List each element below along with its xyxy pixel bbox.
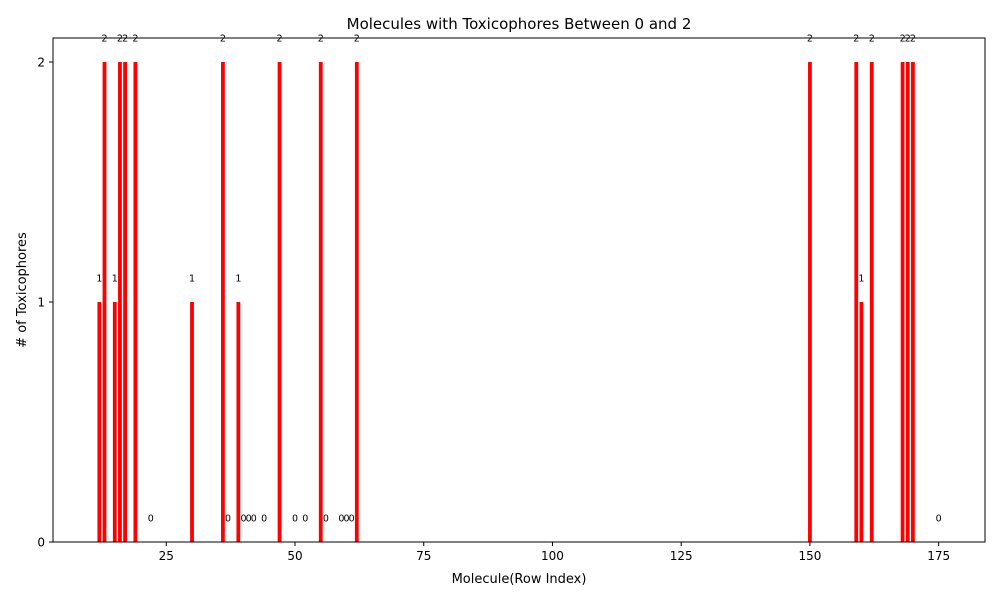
data-label: 0: [240, 514, 246, 525]
data-label: 2: [277, 34, 283, 45]
data-label: 0: [261, 514, 267, 525]
bar: [905, 62, 910, 542]
data-label: 1: [96, 274, 102, 285]
bar: [133, 62, 138, 542]
x-tick-label: 75: [416, 549, 431, 563]
bar: [123, 62, 127, 542]
data-label: 0: [343, 514, 349, 525]
x-tick-label: 125: [670, 549, 693, 563]
data-label: 1: [112, 274, 118, 285]
data-label: 0: [349, 514, 355, 525]
data-label: 0: [148, 514, 154, 525]
data-label: 2: [900, 34, 906, 45]
x-tick-label: 175: [927, 549, 950, 563]
data-label: 2: [122, 34, 128, 45]
data-label: 0: [302, 514, 308, 525]
bar: [236, 302, 241, 542]
data-label: 0: [251, 514, 257, 525]
data-label: 0: [292, 514, 298, 525]
y-tick-label: 2: [37, 56, 45, 70]
data-label: 0: [246, 514, 252, 525]
bar: [869, 62, 874, 542]
data-label: 2: [132, 34, 138, 45]
data-label: 2: [117, 34, 123, 45]
y-tick-label: 1: [37, 296, 45, 310]
x-tick-label: 50: [287, 549, 302, 563]
data-label: 2: [905, 34, 911, 45]
bar: [808, 62, 812, 542]
bar: [97, 302, 102, 542]
data-label: 0: [225, 514, 231, 525]
data-label: 2: [220, 34, 226, 45]
data-label: 2: [853, 34, 859, 45]
y-axis-label: # of Toxicophores: [15, 232, 30, 348]
data-label: 1: [235, 274, 241, 285]
x-tick-label: 100: [541, 549, 564, 563]
data-label: 2: [807, 34, 813, 45]
data-label: 2: [910, 34, 916, 45]
bar: [221, 62, 225, 542]
data-label: 1: [858, 274, 864, 285]
bar: [112, 302, 117, 542]
bar: [277, 62, 282, 542]
data-label: 2: [318, 34, 324, 45]
bar: [118, 62, 122, 542]
y-tick-label: 0: [37, 536, 45, 550]
bar: [854, 62, 859, 542]
bar: [190, 302, 194, 542]
data-label: 2: [354, 34, 360, 45]
x-tick-label: 150: [798, 549, 821, 563]
bar: [859, 302, 864, 542]
bar: [318, 62, 323, 542]
bar: [911, 62, 915, 542]
bar: [354, 62, 359, 542]
x-tick-label: 25: [159, 549, 174, 563]
bar: [900, 62, 905, 542]
bar: [102, 62, 107, 542]
data-label: 2: [869, 34, 875, 45]
chart-title: Molecules with Toxicophores Between 0 an…: [347, 15, 692, 33]
data-label: 1: [189, 274, 195, 285]
plot-frame: [52, 37, 986, 543]
data-label: 0: [338, 514, 344, 525]
data-label: 0: [936, 514, 942, 525]
data-label: 0: [323, 514, 329, 525]
x-axis-label: Molecule(Row Index): [452, 572, 587, 587]
data-label: 2: [101, 34, 107, 45]
